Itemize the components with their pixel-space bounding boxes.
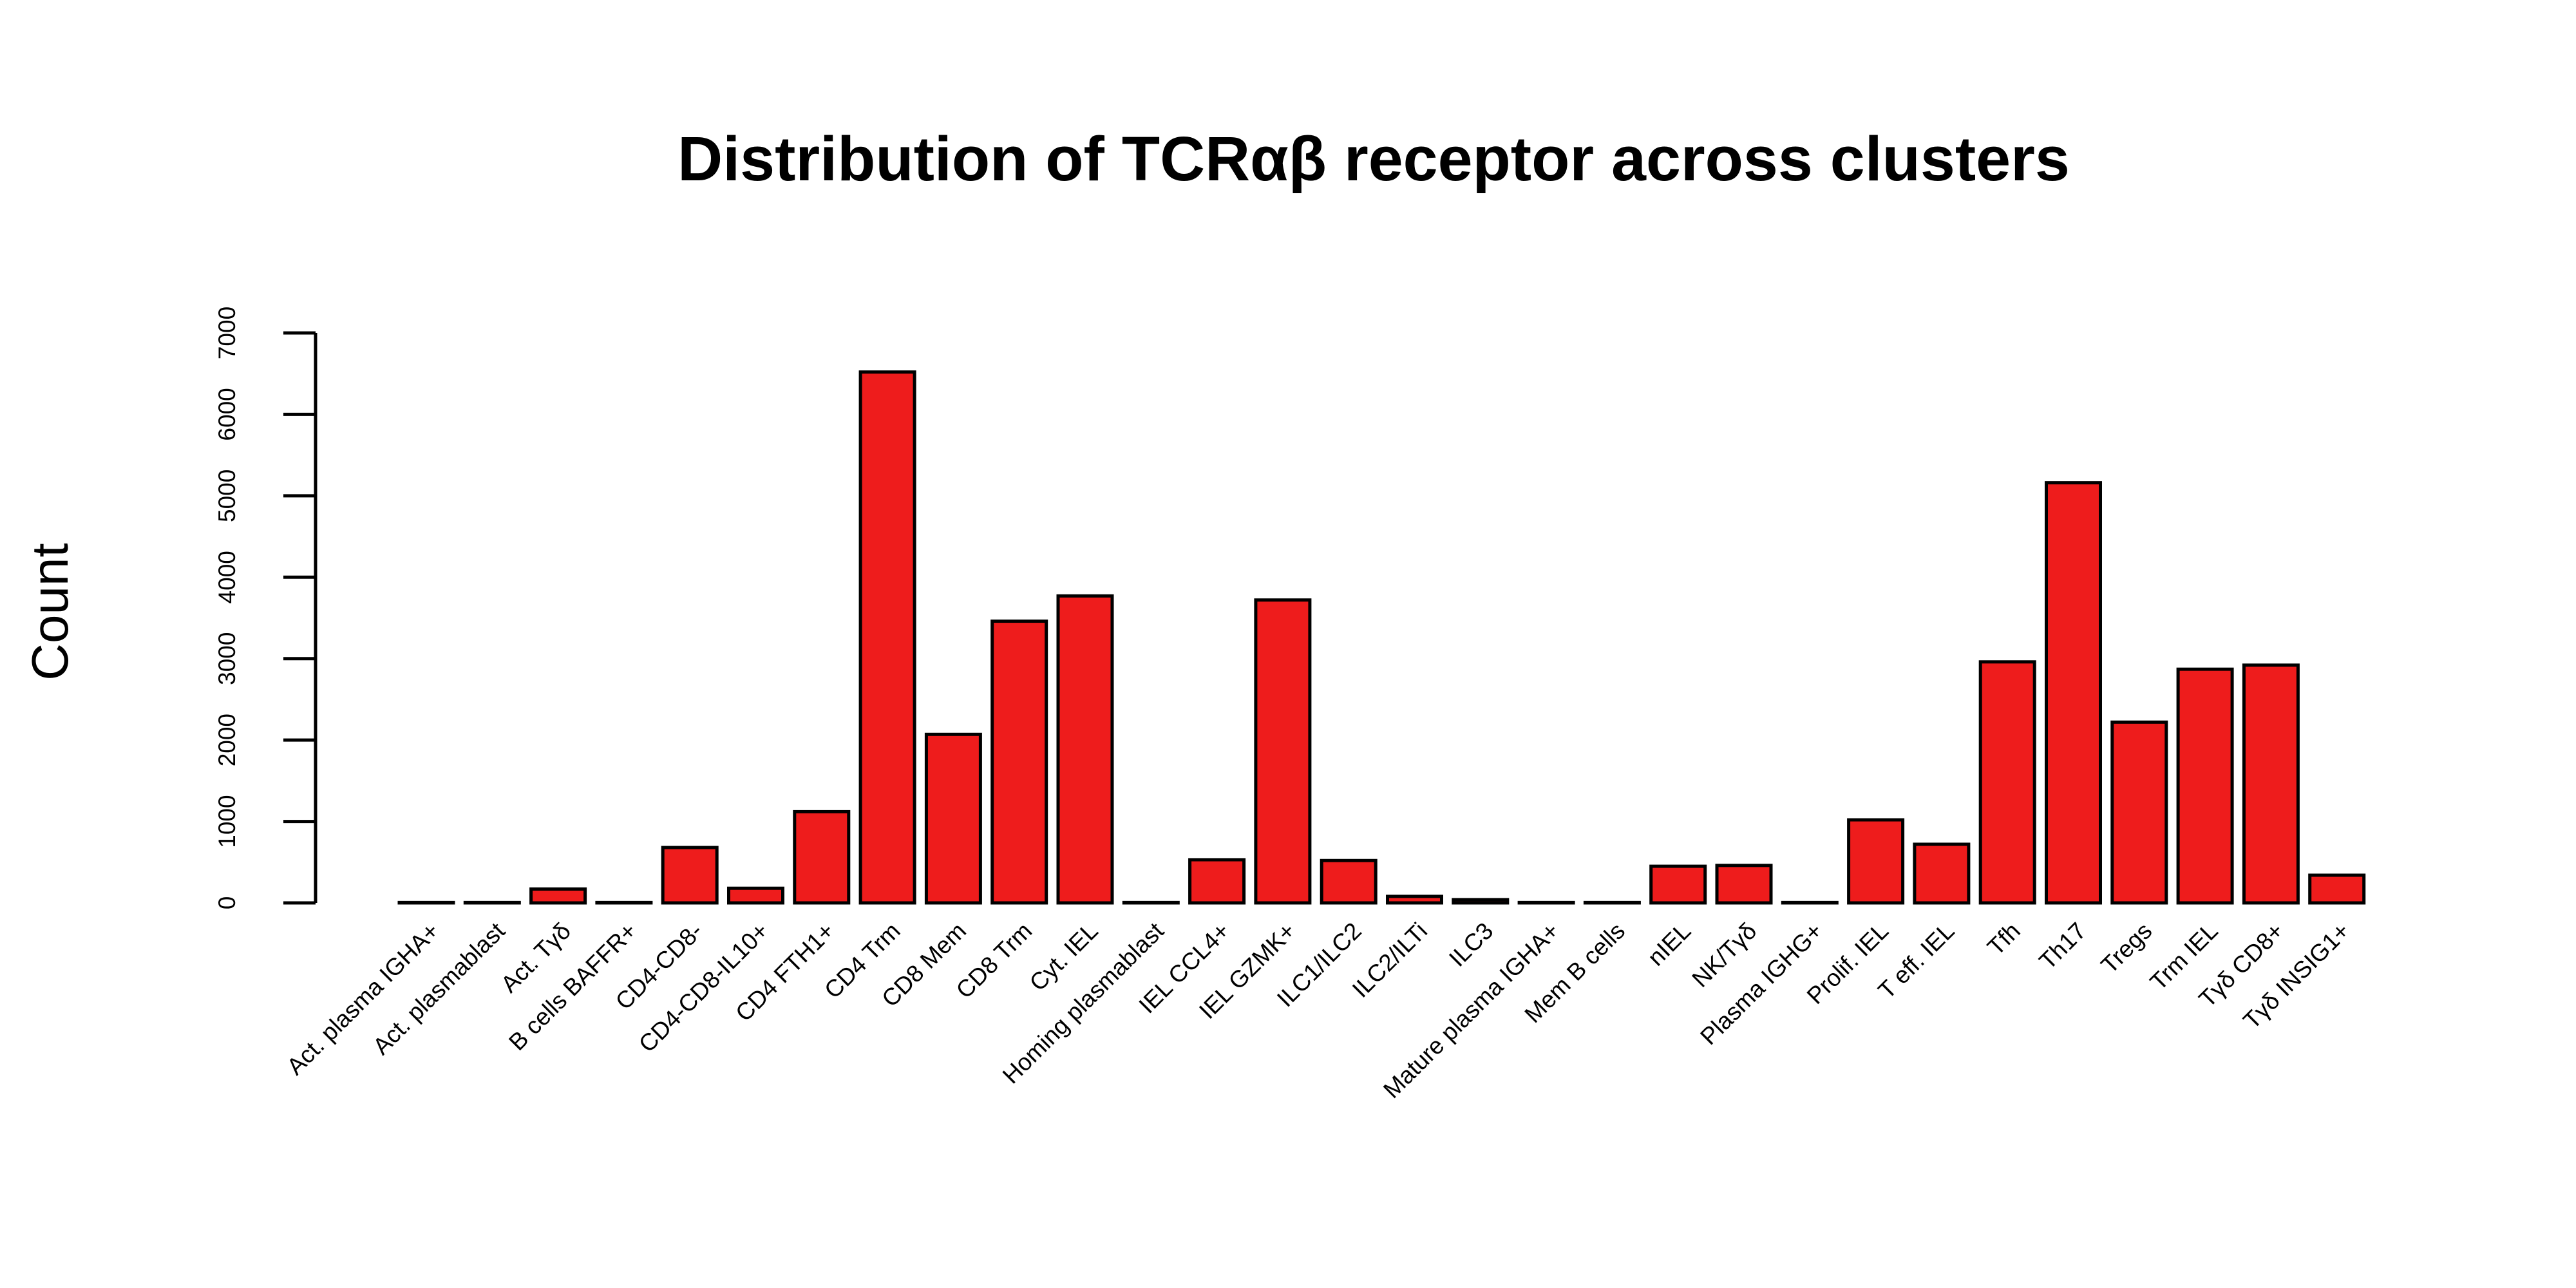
bar: [1781, 900, 1839, 905]
bar: [2242, 663, 2300, 905]
bar: [727, 886, 784, 905]
bar: [1188, 858, 1246, 905]
y-tick-label: 2000: [214, 714, 240, 766]
bar: [1847, 818, 1905, 905]
bar: [1978, 660, 2036, 905]
y-axis: 0 1000 2000 3000 4000 5000 6000 7000: [214, 307, 317, 910]
bar: [1452, 898, 1510, 905]
y-tick-label: 3000: [214, 632, 240, 685]
bars: [397, 370, 2366, 905]
y-tick-label: 6000: [214, 388, 240, 440]
bar: [529, 887, 587, 905]
bar: [1913, 842, 1971, 905]
bar: [990, 620, 1048, 905]
bar: [858, 370, 916, 905]
bar: [793, 810, 851, 905]
bar: [1517, 900, 1575, 905]
bar: [1254, 598, 1312, 905]
bar: [924, 732, 982, 905]
bar: [1122, 900, 1180, 905]
y-tick-label: 1000: [214, 795, 240, 848]
bar: [2176, 667, 2234, 905]
y-axis-label: Count: [21, 543, 79, 680]
bar: [1056, 594, 1114, 905]
y-tick-label: 0: [214, 896, 240, 910]
y-tick-label: 5000: [214, 469, 240, 522]
bar: [595, 900, 653, 905]
y-tick-label: 7000: [214, 307, 240, 359]
bar: [397, 900, 455, 905]
bar: [2110, 720, 2168, 905]
chart-title: Distribution of TCRαβ receptor across cl…: [677, 124, 2070, 194]
bar: [1649, 864, 1707, 905]
x-tick-label: ILC3: [1444, 918, 1498, 972]
x-tick-label: nIEL: [1643, 918, 1696, 971]
bar: [1583, 900, 1641, 905]
bar: [661, 846, 719, 905]
bar: [1715, 864, 1773, 905]
bar: [1320, 858, 1378, 905]
x-tick-label: Tfh: [1982, 918, 2025, 961]
y-tick-label: 4000: [214, 551, 240, 603]
x-tick-label: Tregs: [2096, 918, 2157, 979]
bar: [2308, 873, 2366, 905]
bar: [463, 900, 521, 905]
bar: [2045, 481, 2102, 905]
x-tick-label: Th17: [2034, 918, 2092, 975]
bar: [1386, 895, 1443, 905]
